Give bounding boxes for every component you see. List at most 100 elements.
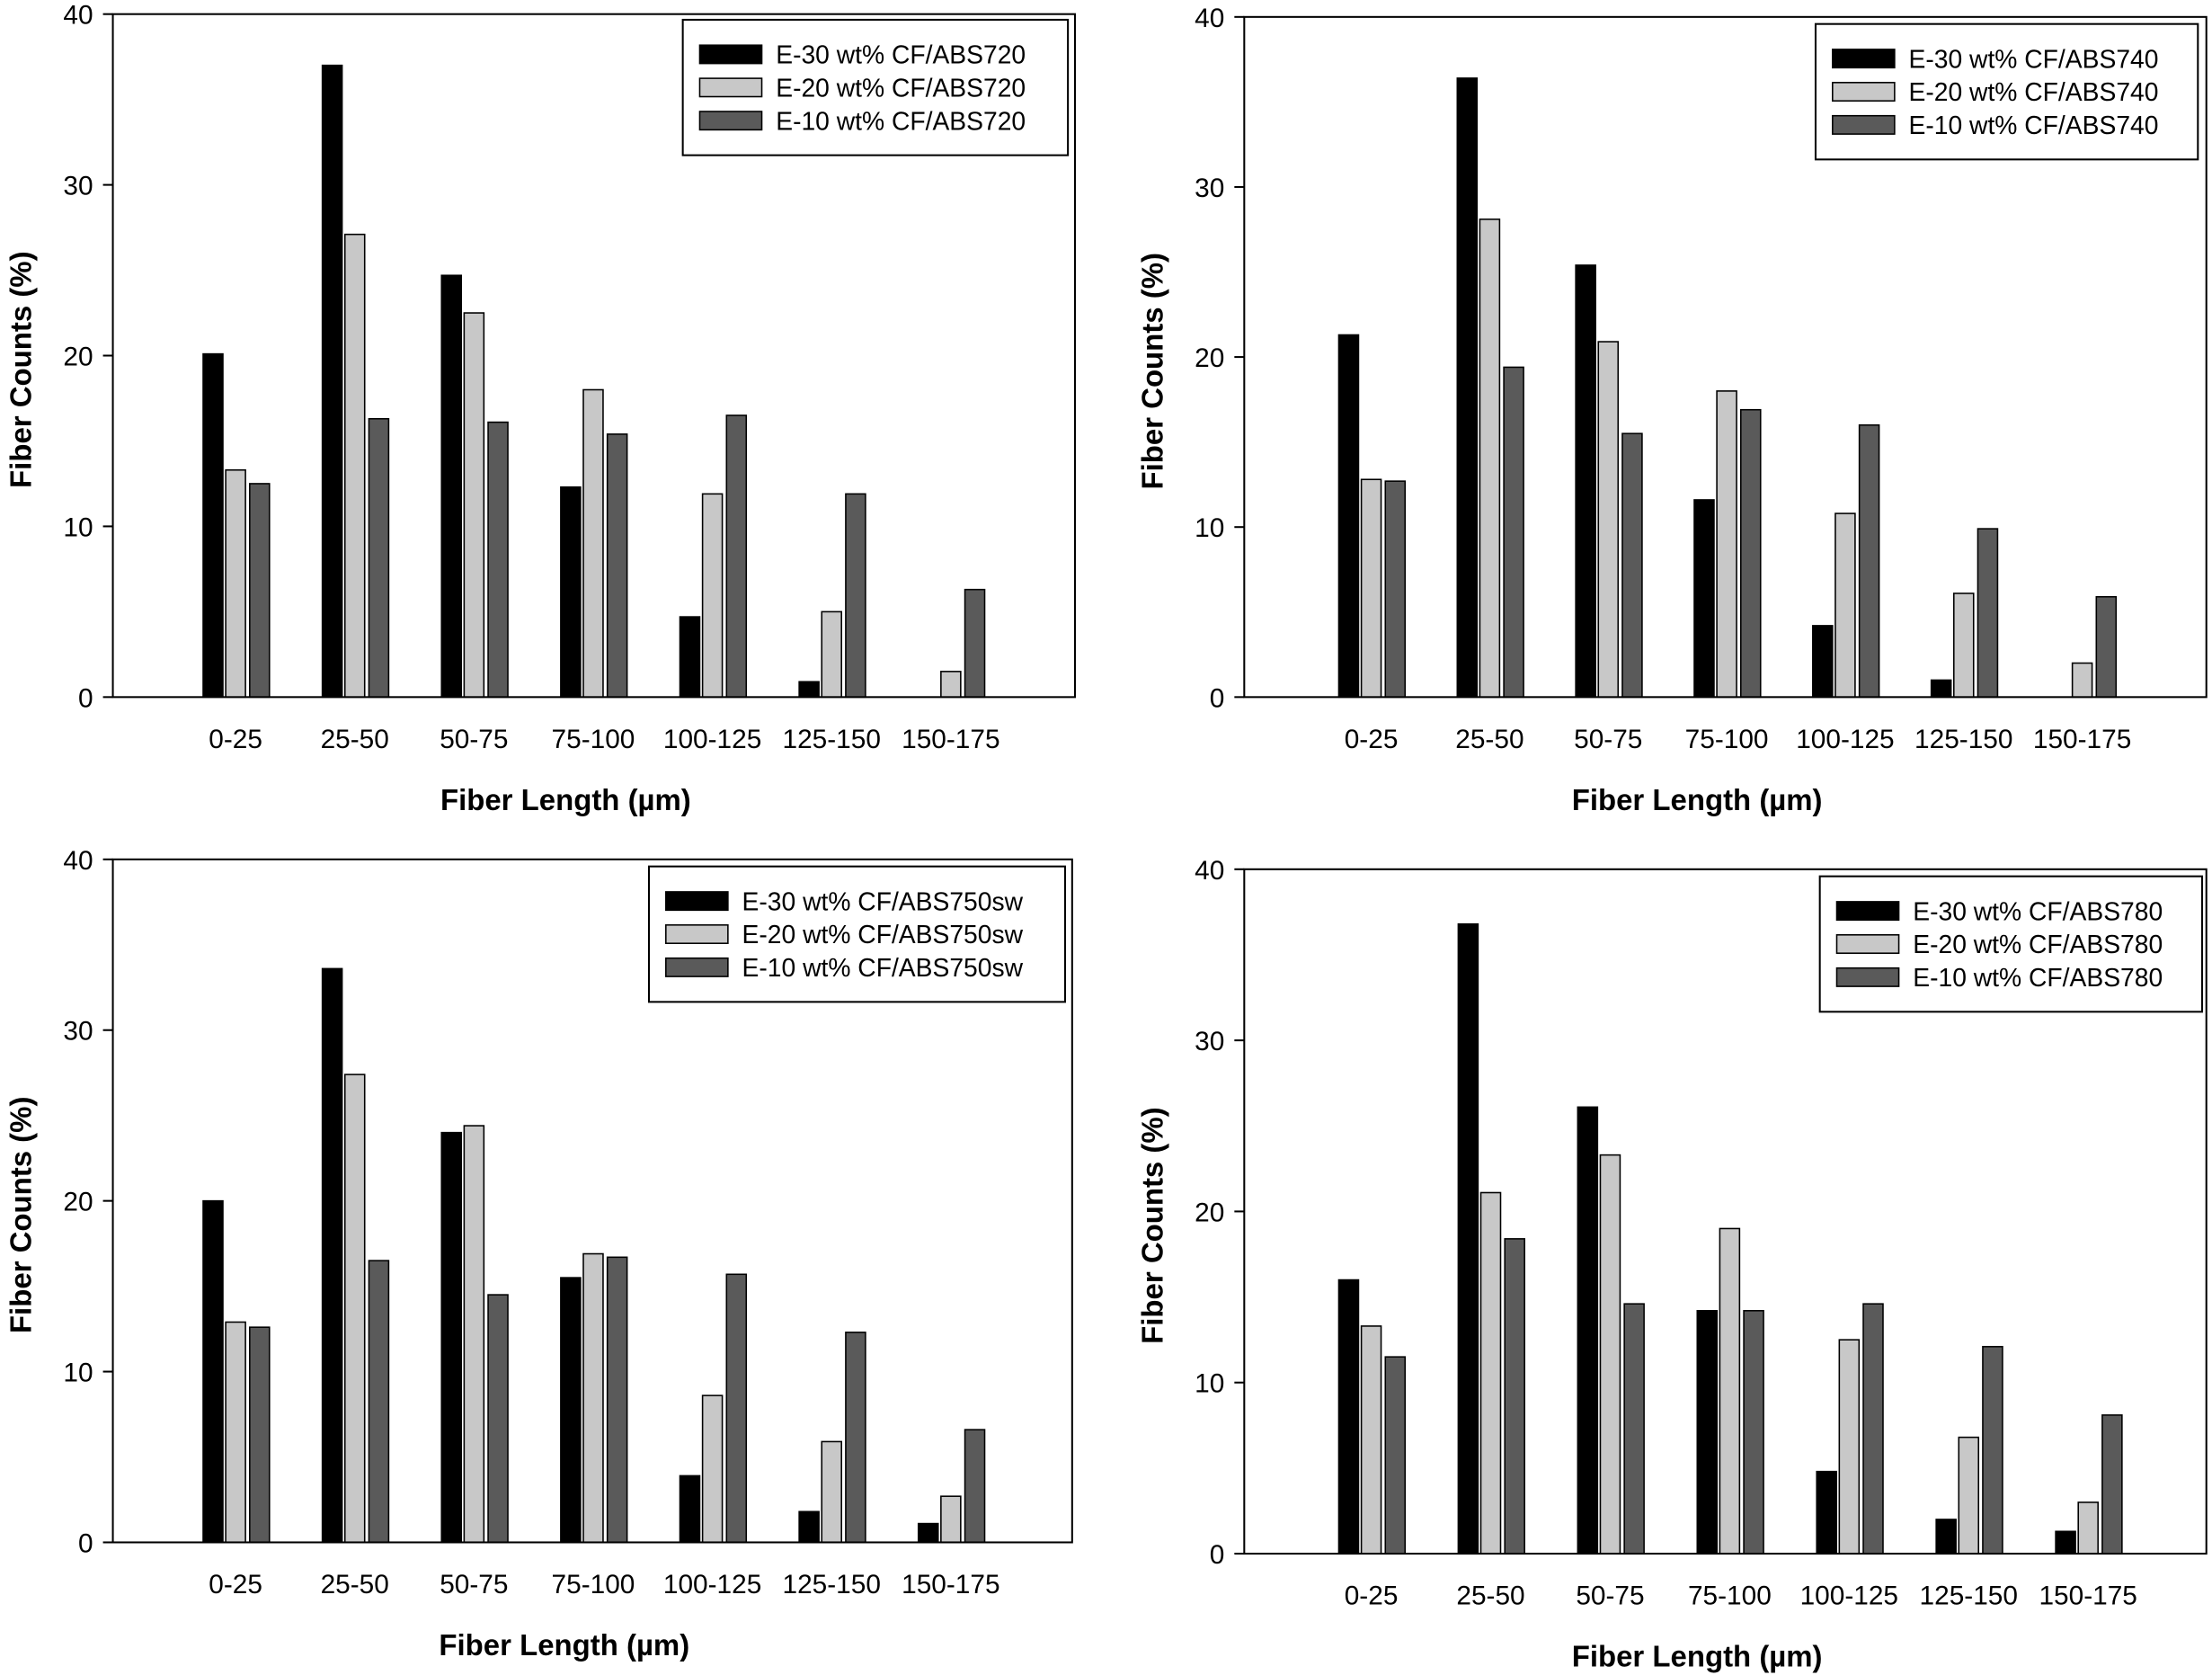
legend-label: E-10 wt% CF/ABS740	[1909, 111, 2159, 139]
legend-swatch-e-20	[665, 924, 729, 944]
y-tick-label: 0	[78, 683, 93, 713]
bar-e-30-50-75	[1575, 264, 1596, 699]
bar-e-10-50-75	[1623, 1303, 1645, 1555]
legend: E-30 wt% CF/ABS740 E-20 wt% CF/ABS740 E-10…	[1814, 22, 2199, 161]
bar-e-10-25-50	[1504, 1238, 1525, 1555]
legend-label: E-10 wt% CF/ABS780	[1913, 963, 2163, 992]
bar-e-30-100-125	[1812, 625, 1834, 699]
x-tick-label: 25-50	[1456, 1581, 1524, 1611]
x-tick-label: 75-100	[1688, 1581, 1772, 1611]
bar-e-30-0-25	[1337, 334, 1360, 699]
y-axis-label: Fiber Counts (%)	[1135, 253, 1168, 489]
x-tick-label: 75-100	[552, 725, 635, 754]
y-tick-label: 40	[1195, 856, 1224, 886]
y-tick-label: 30	[1195, 1027, 1224, 1056]
x-axis-label: Fiber Length (µm)	[1572, 1640, 1823, 1673]
bar-e-10-100-125	[1858, 423, 1880, 699]
bar-e-30-50-75	[440, 274, 463, 699]
bar-e-20-0-25	[225, 1321, 246, 1544]
y-tick-label: 20	[1195, 1198, 1224, 1227]
bar-e-10-125-150	[845, 1332, 866, 1544]
x-tick-label: 100-125	[663, 725, 761, 754]
bar-e-10-0-25	[249, 1326, 271, 1544]
bar-e-30-75-100	[1696, 1310, 1719, 1555]
bar-e-10-25-50	[368, 417, 390, 699]
x-tick-label: 25-50	[321, 1570, 389, 1599]
bar-e-10-0-25	[1384, 480, 1407, 699]
legend-label: E-30 wt% CF/ABS750sw	[742, 887, 1024, 915]
legend-label: E-20 wt% CF/ABS780	[1913, 930, 2163, 958]
bar-e-30-0-25	[202, 352, 224, 699]
x-tick-label: 125-150	[783, 725, 881, 754]
bar-e-10-150-175	[2095, 595, 2118, 699]
y-axis-label: Fiber Counts (%)	[4, 251, 38, 487]
legend-label: E-30 wt% CF/ABS720	[776, 40, 1026, 69]
bar-e-20-75-100	[1719, 1227, 1741, 1555]
legend-swatch-e-30	[698, 44, 763, 65]
bar-e-30-0-25	[202, 1199, 224, 1544]
x-tick-label: 125-150	[783, 1570, 881, 1599]
bar-e-30-125-150	[798, 1510, 820, 1544]
bar-e-30-150-175	[2055, 1530, 2076, 1555]
bar-e-20-150-175	[940, 671, 962, 699]
bar-e-20-50-75	[463, 312, 485, 699]
x-tick-label: 75-100	[552, 1570, 635, 1599]
chart-panel-1: 0 10 20 30 40 0-25 25-50 50-75 75-100 100-125 125-…	[4, 1, 1076, 816]
bar-e-10-25-50	[1503, 366, 1524, 699]
bar-e-20-25-50	[343, 233, 366, 699]
bar-e-10-100-125	[1862, 1303, 1884, 1555]
bar-e-30-125-150	[798, 681, 820, 699]
x-tick-label: 25-50	[1455, 725, 1524, 754]
legend-swatch-e-10	[1835, 967, 1900, 987]
x-tick-label: 100-125	[1800, 1581, 1898, 1611]
legend-swatch-e-10	[698, 111, 763, 131]
bar-e-30-125-150	[1930, 679, 1952, 699]
chart-panel-2: 0 10 20 30 40 0-25 25-50 50-75 75-100 100-125 125-…	[1135, 4, 2208, 816]
bar-e-30-25-50	[1457, 922, 1479, 1555]
y-axis-label: Fiber Counts (%)	[4, 1097, 38, 1333]
x-tick-label: 125-150	[1920, 1581, 2018, 1611]
x-axis-label: Fiber Length (µm)	[439, 1628, 689, 1662]
x-tick-label: 100-125	[1796, 725, 1894, 754]
bar-e-10-150-175	[2101, 1414, 2123, 1555]
bar-e-30-50-75	[440, 1131, 463, 1544]
y-tick-label: 10	[63, 512, 93, 542]
bar-e-20-0-25	[1360, 1325, 1382, 1555]
bar-e-20-125-150	[821, 1440, 843, 1544]
bar-e-20-25-50	[343, 1074, 366, 1544]
y-tick-label: 10	[1195, 513, 1224, 543]
bar-e-30-100-125	[1816, 1470, 1837, 1555]
bar-e-20-50-75	[1597, 341, 1620, 699]
bar-e-20-150-175	[940, 1495, 962, 1544]
y-tick-label: 20	[63, 1188, 93, 1217]
x-tick-label: 150-175	[902, 725, 999, 754]
bar-e-10-150-175	[964, 1429, 986, 1544]
x-tick-label: 0-25	[209, 1570, 262, 1599]
bar-e-30-25-50	[321, 967, 343, 1544]
bar-e-10-0-25	[1384, 1356, 1407, 1555]
bar-e-20-50-75	[1599, 1154, 1621, 1555]
x-axis-label: Fiber Length (µm)	[1572, 783, 1823, 816]
legend-label: E-20 wt% CF/ABS750sw	[742, 920, 1024, 949]
bar-e-20-50-75	[463, 1125, 485, 1544]
bar-e-10-75-100	[1743, 1310, 1764, 1555]
bar-e-10-25-50	[368, 1260, 390, 1544]
bar-e-10-75-100	[606, 1256, 628, 1544]
bar-e-30-25-50	[1456, 77, 1479, 699]
legend-swatch-e-10	[665, 957, 729, 977]
x-tick-label: 75-100	[1685, 725, 1769, 754]
y-tick-label: 20	[63, 343, 93, 372]
bar-e-30-75-100	[560, 1277, 582, 1544]
legend-label: E-20 wt% CF/ABS720	[776, 74, 1026, 102]
x-tick-label: 50-75	[440, 1570, 508, 1599]
x-tick-label: 150-175	[2039, 1581, 2136, 1611]
x-tick-label: 50-75	[1574, 725, 1642, 754]
y-tick-label: 30	[1195, 174, 1224, 203]
bar-e-20-100-125	[701, 1394, 724, 1544]
bar-e-20-125-150	[1958, 1436, 1980, 1555]
bar-e-30-125-150	[1935, 1519, 1957, 1555]
bar-e-10-125-150	[845, 493, 866, 699]
x-tick-label: 150-175	[902, 1570, 999, 1599]
x-tick-label: 50-75	[440, 725, 508, 754]
